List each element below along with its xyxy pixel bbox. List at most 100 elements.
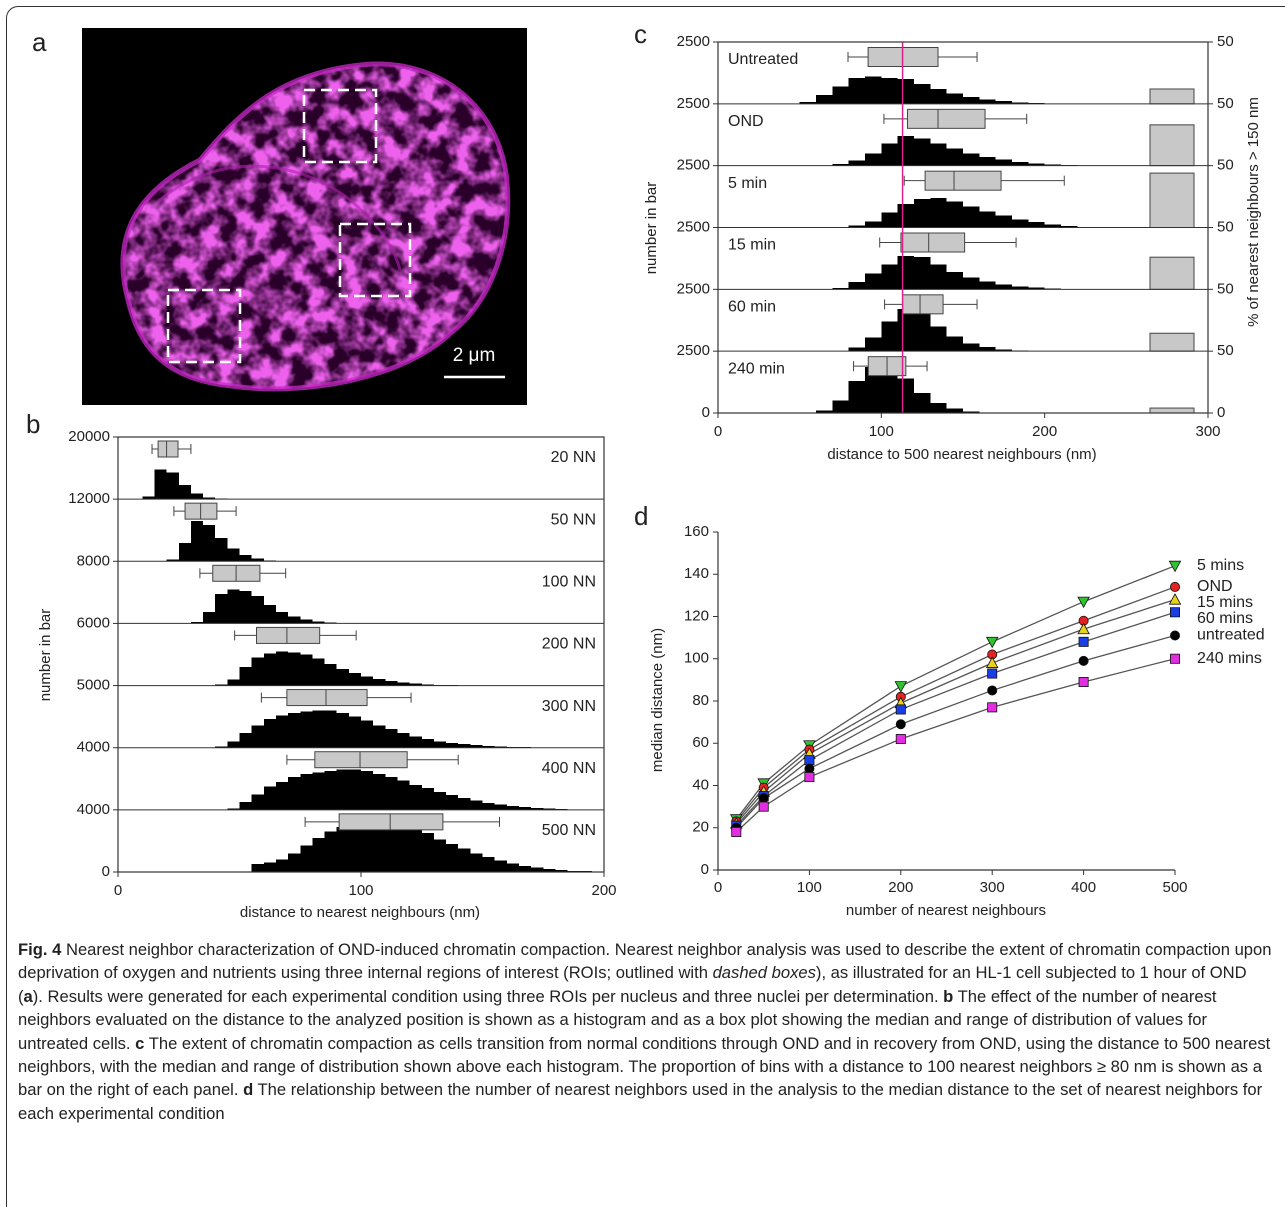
histogram-bar [227,589,239,623]
series-line [736,636,1175,828]
histogram-bar [947,202,963,228]
histogram-bar [288,853,300,872]
y-tick-label: 2500 [677,95,710,112]
histogram-bar [458,744,470,747]
histogram-bar [349,673,361,685]
histogram-bar [337,827,349,872]
histogram-bar [519,866,531,872]
panel-label: d [634,501,648,531]
histogram-bar [914,393,930,413]
histogram-bar [264,653,276,685]
y-tick-label: 8000 [77,552,110,569]
histogram-bar [996,160,1012,166]
histogram-bar [483,857,495,872]
legend-label: 240 mins [1197,650,1262,667]
histogram-bar [849,78,865,104]
histogram-bar [422,739,434,748]
y2-tick-label: 50 [1217,157,1234,174]
histogram-bar [252,794,264,810]
histogram-bar [849,381,865,413]
histogram-bar [865,221,881,227]
point [732,827,741,836]
series-label: OND [728,113,764,130]
histogram-bar [865,273,881,289]
histogram-bar [849,347,865,351]
histogram-bar [349,825,361,872]
series-label: 5 min [728,175,767,192]
histogram-bar [361,771,373,810]
y-tick-label: 80 [692,692,709,709]
histogram-bar [264,863,276,872]
histogram-bar [264,787,276,810]
histogram-bar [227,679,239,685]
point [805,756,814,765]
histogram-bar [979,99,995,103]
y-tick-label: 120 [684,607,709,624]
caption-text: c [135,1034,144,1053]
histogram-bar [914,257,930,289]
panel-label: b [26,409,40,439]
histogram-bar [373,774,385,810]
histogram-bar [410,829,422,873]
point [1078,624,1089,634]
point [1170,608,1179,617]
histogram-bar [434,792,446,810]
histogram-bar [898,309,914,351]
series-label: 200 NN [542,636,596,653]
histogram-bar [276,651,288,685]
point [759,794,768,803]
point [896,705,905,714]
histogram-bar [325,664,337,686]
histogram-bar [1012,219,1028,227]
point [805,772,814,781]
histogram-bar [914,138,930,165]
box [287,690,367,706]
histogram-bar [410,737,422,748]
y-tick-label: 0 [102,863,110,880]
histogram-bar [458,849,470,872]
series-label: Untreated [728,51,798,68]
histogram-bar [203,525,215,561]
histogram-bar [276,860,288,872]
x-tick-label: 200 [888,879,913,896]
histogram-bar [373,725,385,747]
histogram-bar [898,256,914,289]
histogram-bar [179,485,191,499]
caption-text: b [943,987,953,1006]
histogram-bar [495,860,507,872]
scale-bar-label: 2 μm [453,345,496,366]
histogram-bar [167,473,179,499]
series-label: 60 min [728,299,776,316]
histogram-bar [507,863,519,872]
histogram-bar [312,838,324,872]
panel-label: c [634,19,647,49]
histogram-bar [898,136,914,166]
histogram-bar [385,681,397,686]
histogram-bar [288,713,300,748]
histogram-bar [191,494,203,500]
histogram-bar [434,839,446,872]
series-line [736,659,1175,832]
histogram-bar [996,284,1012,289]
x-tick-label: 300 [980,879,1005,896]
percent-bar [1150,257,1194,289]
figure: 2 μm a b c d distance to nearest neighbo… [0,0,1285,935]
y-tick-label: 2500 [677,157,710,174]
point [896,720,905,729]
histogram-bar [446,844,458,872]
histogram-bar [325,771,337,810]
histogram-bar [979,281,995,289]
histogram-bar [898,204,914,227]
y2-tick-label: 50 [1217,342,1234,359]
y2-tick-label: 50 [1217,280,1234,297]
figure-page: 2 μm a b c d distance to nearest neighbo… [0,0,1285,1181]
histogram-bar [325,832,337,872]
histogram-bar [240,802,252,810]
histogram-bar [373,829,385,873]
y-tick-label: 20000 [68,428,110,445]
box [158,441,178,457]
histogram-bar [881,78,897,104]
histogram-bar [385,729,397,748]
histogram-bar [930,265,946,290]
panel-label: a [32,27,47,57]
